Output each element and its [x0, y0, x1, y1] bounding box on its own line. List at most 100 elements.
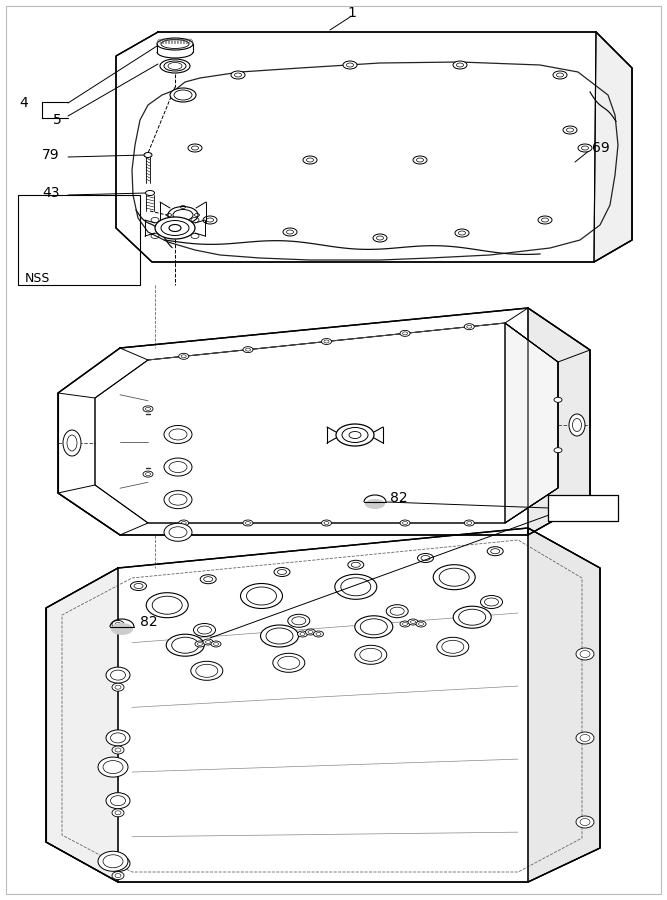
Ellipse shape [207, 218, 213, 222]
Ellipse shape [365, 499, 385, 509]
Ellipse shape [305, 629, 315, 635]
Ellipse shape [303, 156, 317, 164]
Ellipse shape [456, 63, 464, 67]
Ellipse shape [166, 634, 204, 656]
Ellipse shape [554, 447, 562, 453]
Polygon shape [46, 528, 600, 882]
Ellipse shape [576, 816, 594, 828]
Polygon shape [95, 323, 558, 523]
Ellipse shape [287, 230, 293, 234]
Ellipse shape [231, 71, 245, 79]
Ellipse shape [283, 228, 297, 236]
Text: NSS: NSS [25, 272, 51, 284]
Ellipse shape [464, 324, 474, 329]
Ellipse shape [193, 624, 215, 636]
Polygon shape [528, 308, 590, 535]
Ellipse shape [297, 631, 307, 637]
Polygon shape [46, 568, 118, 882]
Ellipse shape [408, 619, 418, 625]
Ellipse shape [321, 520, 331, 526]
Ellipse shape [563, 126, 577, 134]
Ellipse shape [307, 158, 313, 162]
Ellipse shape [112, 871, 124, 879]
Ellipse shape [348, 561, 364, 570]
Ellipse shape [112, 809, 124, 817]
Ellipse shape [335, 574, 377, 599]
Ellipse shape [576, 648, 594, 660]
Ellipse shape [556, 73, 564, 77]
Ellipse shape [416, 158, 424, 162]
Ellipse shape [164, 458, 192, 476]
Ellipse shape [433, 564, 475, 590]
Ellipse shape [400, 621, 410, 627]
Ellipse shape [144, 152, 152, 158]
Ellipse shape [98, 757, 128, 777]
Ellipse shape [480, 596, 502, 608]
Ellipse shape [112, 746, 124, 754]
Ellipse shape [191, 662, 223, 680]
Ellipse shape [418, 554, 434, 562]
Ellipse shape [211, 641, 221, 647]
Ellipse shape [98, 851, 128, 871]
Ellipse shape [111, 623, 133, 635]
Ellipse shape [109, 853, 127, 866]
Ellipse shape [179, 354, 189, 359]
Ellipse shape [191, 146, 199, 150]
Ellipse shape [63, 430, 81, 456]
Ellipse shape [578, 144, 592, 152]
Bar [18, 195, 140, 285]
Ellipse shape [346, 63, 354, 67]
Ellipse shape [336, 424, 374, 446]
Ellipse shape [164, 491, 192, 508]
Ellipse shape [145, 191, 155, 195]
Text: 69: 69 [592, 141, 610, 155]
Ellipse shape [106, 793, 130, 809]
Ellipse shape [538, 216, 552, 224]
Ellipse shape [343, 61, 357, 69]
Ellipse shape [355, 616, 393, 638]
Text: 82: 82 [140, 615, 157, 629]
Ellipse shape [195, 641, 205, 647]
Text: 4: 4 [19, 96, 28, 110]
Ellipse shape [569, 414, 585, 436]
Text: 1: 1 [348, 6, 356, 20]
Ellipse shape [321, 338, 331, 345]
Ellipse shape [174, 90, 192, 100]
Ellipse shape [168, 206, 198, 223]
Ellipse shape [241, 583, 283, 608]
Ellipse shape [160, 59, 190, 73]
Ellipse shape [112, 683, 124, 691]
Ellipse shape [200, 575, 216, 584]
Ellipse shape [155, 217, 195, 239]
Ellipse shape [458, 231, 466, 235]
FancyBboxPatch shape [548, 495, 618, 521]
Ellipse shape [553, 71, 567, 79]
Text: 0-11: 0-11 [551, 502, 579, 516]
Ellipse shape [203, 639, 213, 645]
Ellipse shape [437, 637, 469, 656]
Ellipse shape [157, 38, 193, 50]
Ellipse shape [542, 218, 548, 222]
Ellipse shape [243, 520, 253, 526]
Polygon shape [594, 32, 632, 262]
Ellipse shape [413, 156, 427, 164]
Polygon shape [116, 32, 632, 262]
Ellipse shape [179, 520, 189, 526]
Ellipse shape [273, 653, 305, 672]
Ellipse shape [243, 346, 253, 353]
Ellipse shape [464, 520, 474, 526]
Ellipse shape [376, 236, 384, 240]
Ellipse shape [112, 620, 124, 628]
Ellipse shape [576, 732, 594, 744]
Ellipse shape [106, 856, 130, 871]
Text: OIL: OIL [171, 41, 179, 47]
Ellipse shape [143, 406, 153, 412]
Ellipse shape [386, 605, 408, 617]
Ellipse shape [203, 216, 217, 224]
Ellipse shape [453, 607, 491, 628]
Ellipse shape [170, 88, 196, 102]
Text: 82: 82 [390, 491, 408, 505]
Ellipse shape [313, 631, 323, 637]
Ellipse shape [146, 593, 188, 617]
Ellipse shape [164, 426, 192, 444]
